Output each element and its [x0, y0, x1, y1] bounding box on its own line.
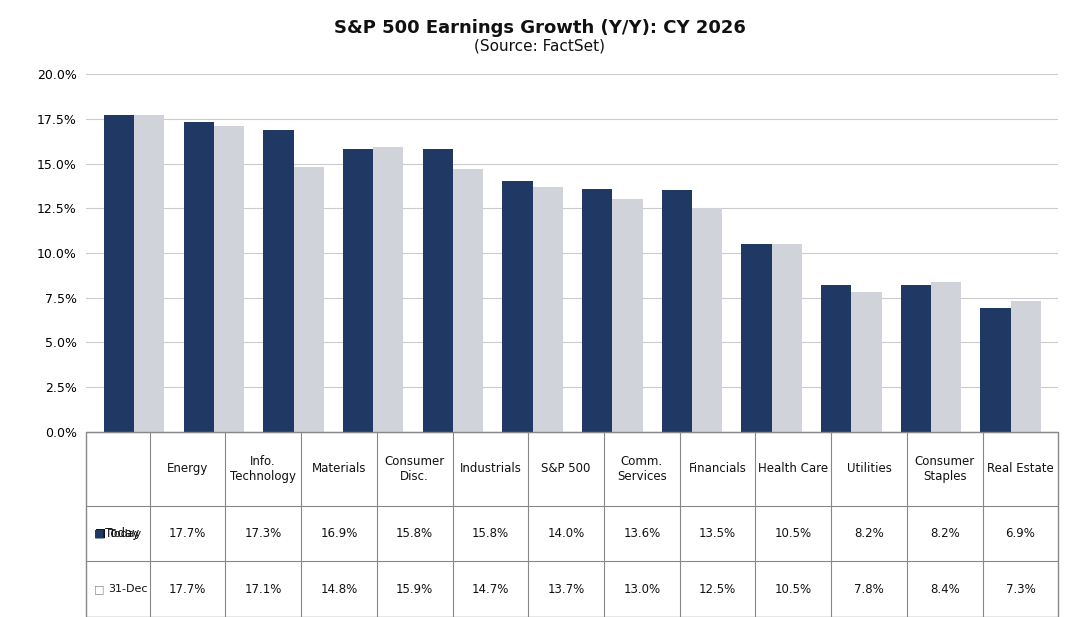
Text: Materials: Materials	[312, 462, 366, 476]
Text: 8.4%: 8.4%	[930, 582, 960, 596]
Text: 6.9%: 6.9%	[1005, 527, 1036, 540]
Bar	[422, 149, 453, 432]
Text: 16.9%: 16.9%	[321, 527, 357, 540]
Bar	[502, 181, 532, 432]
Text: 31-Dec: 31-Dec	[108, 584, 148, 594]
Bar	[692, 208, 723, 432]
Bar	[582, 189, 612, 432]
Bar	[294, 167, 324, 432]
Text: S&P 500 Earnings Growth (Y/Y): CY 2026: S&P 500 Earnings Growth (Y/Y): CY 2026	[334, 19, 746, 37]
Text: 15.9%: 15.9%	[396, 582, 433, 596]
Text: 17.7%: 17.7%	[168, 582, 206, 596]
Text: Utilities: Utilities	[847, 462, 891, 476]
Text: 14.7%: 14.7%	[472, 582, 509, 596]
Bar	[981, 308, 1011, 432]
Bar	[771, 244, 801, 432]
Text: 7.3%: 7.3%	[1005, 582, 1036, 596]
Bar	[374, 147, 404, 432]
Text: Health Care: Health Care	[758, 462, 828, 476]
Text: □: □	[94, 584, 105, 594]
Text: 13.0%: 13.0%	[623, 582, 661, 596]
Text: 17.3%: 17.3%	[244, 527, 282, 540]
Text: 8.2%: 8.2%	[930, 527, 960, 540]
Text: ■Today: ■Today	[95, 527, 140, 540]
Text: 15.8%: 15.8%	[396, 527, 433, 540]
Text: 8.2%: 8.2%	[854, 527, 883, 540]
Text: Consumer
Disc.: Consumer Disc.	[384, 455, 445, 483]
Text: 12.5%: 12.5%	[699, 582, 737, 596]
Text: Comm.
Services: Comm. Services	[617, 455, 666, 483]
Bar	[1011, 301, 1041, 432]
Bar	[662, 191, 692, 432]
Text: Industrials: Industrials	[459, 462, 522, 476]
Text: 14.0%: 14.0%	[548, 527, 584, 540]
Text: 15.8%: 15.8%	[472, 527, 509, 540]
Text: 13.6%: 13.6%	[623, 527, 661, 540]
Bar	[851, 292, 881, 432]
Text: 7.8%: 7.8%	[854, 582, 883, 596]
Text: Real Estate: Real Estate	[987, 462, 1054, 476]
Bar	[184, 122, 214, 432]
Bar	[931, 281, 961, 432]
Text: (Source: FactSet): (Source: FactSet)	[474, 39, 606, 54]
Bar	[264, 130, 294, 432]
Text: Energy: Energy	[166, 462, 208, 476]
Text: Info.
Technology: Info. Technology	[230, 455, 296, 483]
Text: Consumer
Staples: Consumer Staples	[915, 455, 975, 483]
Text: 17.1%: 17.1%	[244, 582, 282, 596]
Text: 13.5%: 13.5%	[699, 527, 737, 540]
Text: Financials: Financials	[689, 462, 746, 476]
Bar	[612, 199, 643, 432]
Bar	[821, 285, 851, 432]
Text: 10.5%: 10.5%	[774, 527, 812, 540]
Bar	[532, 187, 563, 432]
Bar	[741, 244, 771, 432]
Text: S&P 500: S&P 500	[541, 462, 591, 476]
Bar	[901, 285, 931, 432]
Bar	[343, 149, 374, 432]
Text: 13.7%: 13.7%	[548, 582, 584, 596]
Bar	[134, 115, 164, 432]
Bar	[104, 115, 134, 432]
Bar	[214, 126, 244, 432]
Text: 17.7%: 17.7%	[168, 527, 206, 540]
Text: Today: Today	[108, 529, 140, 539]
Text: 10.5%: 10.5%	[774, 582, 812, 596]
Text: 14.8%: 14.8%	[321, 582, 357, 596]
Text: ■: ■	[94, 529, 105, 539]
Bar	[453, 169, 483, 432]
